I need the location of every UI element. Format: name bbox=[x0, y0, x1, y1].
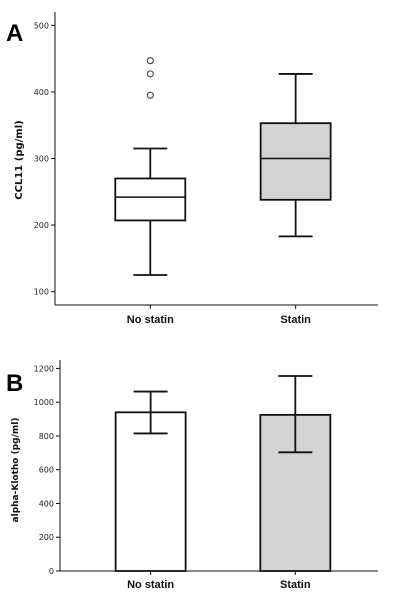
x-category-label: Statin bbox=[280, 314, 311, 326]
y-tick-label: 1200 bbox=[34, 364, 54, 373]
y-tick-label: 400 bbox=[34, 88, 49, 97]
x-category-label: Statin bbox=[280, 579, 311, 591]
x-category-label: No statin bbox=[127, 579, 174, 591]
y-tick-label: 200 bbox=[34, 221, 49, 230]
y-tick-label: 600 bbox=[39, 466, 54, 475]
panel-a-boxplot: 100 200 300 400 500 No statin Statin bbox=[34, 12, 378, 326]
y-tick-label: 200 bbox=[39, 533, 54, 542]
y-tick-label: 500 bbox=[34, 21, 49, 30]
y-tick-label: 300 bbox=[34, 155, 49, 164]
y-tick-label: 0 bbox=[49, 567, 54, 576]
y-tick-label: 800 bbox=[39, 432, 54, 441]
outlier-point bbox=[146, 57, 154, 65]
box-iqr bbox=[259, 122, 332, 201]
x-category-label: No statin bbox=[127, 314, 174, 326]
bar bbox=[114, 411, 187, 572]
y-tick-label: 100 bbox=[34, 288, 49, 297]
panel-b-bar-chart: 0 200 400 600 800 1000 1200 No statin Statin bbox=[34, 360, 378, 591]
panel-label-b: B bbox=[6, 370, 23, 397]
y-tick-label: 1000 bbox=[34, 398, 54, 407]
y-axis-label-a: CCL11 (pg/ml) bbox=[14, 120, 25, 199]
panel-label-a: A bbox=[6, 20, 23, 47]
y-tick-label: 400 bbox=[39, 499, 54, 508]
box-iqr bbox=[114, 177, 187, 222]
outlier-point bbox=[146, 70, 154, 78]
outlier-point bbox=[146, 91, 154, 99]
y-axis-label-b: alpha-Klotho (pg/ml) bbox=[11, 418, 21, 523]
